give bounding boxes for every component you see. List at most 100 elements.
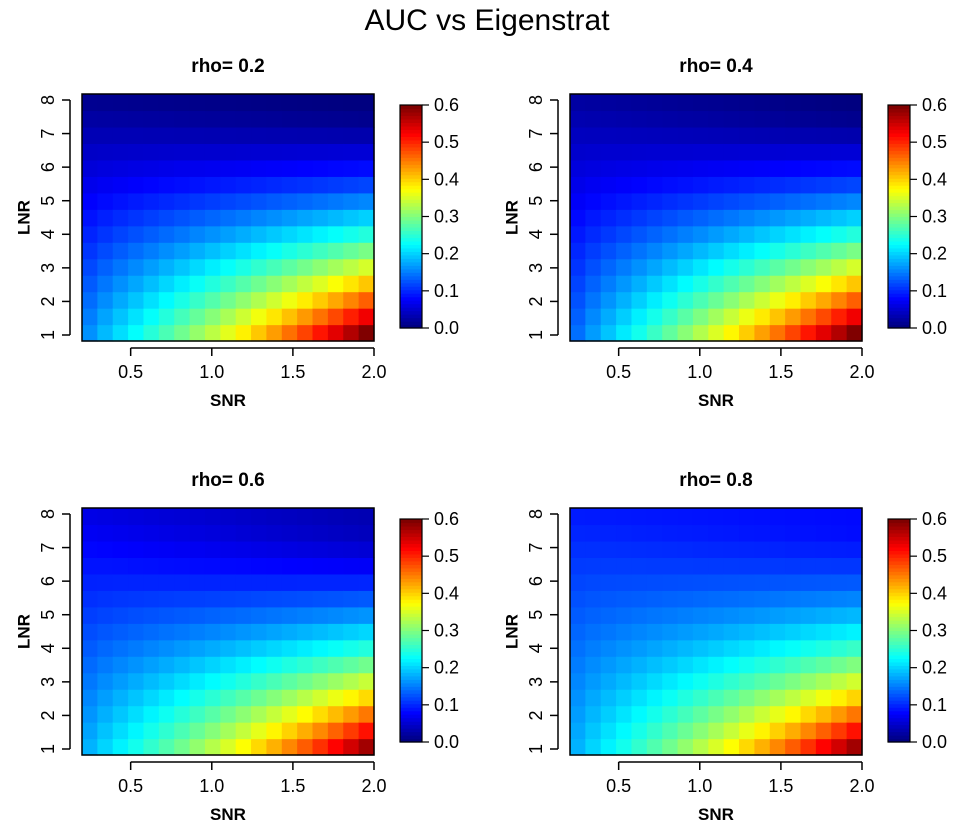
- heatmap-cell: [128, 508, 145, 526]
- colorbar-step: [400, 181, 422, 186]
- heatmap-cell: [204, 508, 221, 526]
- colorbar-step: [888, 192, 910, 197]
- heatmap-cell: [631, 738, 648, 756]
- heatmap-cell: [800, 524, 817, 542]
- heatmap-cell: [143, 705, 160, 723]
- colorbar-step: [400, 174, 422, 179]
- heatmap-cell: [128, 689, 145, 707]
- colorbar-step: [888, 595, 910, 600]
- y-tick-label: 5: [38, 610, 58, 620]
- heatmap-cell: [327, 126, 344, 144]
- y-tick-label: 4: [38, 229, 58, 239]
- heatmap-cell: [846, 258, 863, 276]
- colorbar-step: [888, 613, 910, 618]
- plot-frame: [81, 507, 375, 756]
- heatmap-cell: [739, 176, 756, 194]
- heatmap-cell: [358, 176, 375, 194]
- heatmap-cell: [662, 126, 679, 144]
- heatmap-cell: [128, 143, 145, 161]
- colorbar-step: [400, 293, 422, 298]
- colorbar-step: [400, 202, 422, 207]
- heatmap-cell: [112, 524, 129, 542]
- heatmap-cell: [739, 291, 756, 309]
- heatmap-cell: [739, 639, 756, 657]
- heatmap-cell: [815, 94, 832, 112]
- heatmap-cell: [281, 308, 298, 326]
- heatmap-cell: [358, 738, 375, 756]
- y-tick-label: 5: [526, 196, 546, 206]
- heatmap-cell: [235, 508, 252, 526]
- heatmap-cell: [692, 324, 709, 342]
- heatmap-cell: [769, 606, 786, 624]
- colorbar-step: [400, 226, 422, 232]
- colorbar-step: [400, 567, 422, 572]
- heatmap-cell: [327, 176, 344, 194]
- heatmap-cell: [785, 242, 802, 260]
- colorbar-step: [400, 240, 422, 245]
- heatmap-cell: [754, 209, 771, 227]
- heatmap-cell: [343, 623, 360, 641]
- heatmap-cell: [204, 225, 221, 243]
- heatmap-cell: [785, 590, 802, 608]
- heatmap-cell: [112, 258, 129, 276]
- colorbar-step: [400, 307, 422, 312]
- colorbar-step: [888, 324, 910, 329]
- heatmap-cell: [616, 308, 633, 326]
- heatmap-cell: [189, 308, 206, 326]
- heatmap-cell: [831, 672, 848, 690]
- colorbar-step: [888, 714, 910, 719]
- heatmap-cell: [831, 524, 848, 542]
- colorbar-tick-label: 0.5: [922, 546, 947, 566]
- heatmap-cell: [174, 291, 191, 309]
- heatmap-cell: [143, 722, 160, 740]
- heatmap-cell: [800, 573, 817, 591]
- heatmap-cell: [570, 110, 586, 128]
- heatmap-cell: [128, 242, 145, 260]
- heatmap-cell: [204, 540, 221, 558]
- heatmap-cell: [112, 94, 129, 112]
- heatmap-cell: [128, 672, 145, 690]
- heatmap-cell: [251, 557, 268, 575]
- heatmap-cell: [846, 275, 863, 293]
- heatmap-cell: [677, 110, 694, 128]
- colorbar-step: [888, 115, 910, 120]
- heatmap-cell: [297, 209, 314, 227]
- colorbar-step: [888, 199, 910, 204]
- colorbar-step: [400, 616, 422, 621]
- heatmap-cell: [343, 738, 360, 756]
- heatmap-cell: [677, 606, 694, 624]
- heatmap-cell: [235, 573, 252, 591]
- heatmap-cell: [723, 689, 740, 707]
- heatmap-cell: [708, 639, 725, 657]
- heatmap-cell: [189, 656, 206, 674]
- heatmap-cell: [82, 126, 98, 144]
- heatmap-cell: [585, 176, 602, 194]
- colorbar-step: [888, 233, 910, 238]
- heatmap-cell: [312, 275, 329, 293]
- heatmap-cell: [189, 573, 206, 591]
- heatmap-cell: [128, 126, 145, 144]
- heatmap-cell: [692, 656, 709, 674]
- colorbar-step: [888, 679, 910, 684]
- heatmap-cell: [800, 126, 817, 144]
- heatmap-cell: [692, 606, 709, 624]
- y-tick-label: 6: [526, 162, 546, 172]
- heatmap-cell: [754, 308, 771, 326]
- heatmap-cell: [358, 590, 375, 608]
- colorbar-step: [400, 178, 422, 183]
- heatmap-cell: [97, 573, 114, 591]
- heatmap-cell: [297, 159, 314, 177]
- heatmap-cell: [662, 606, 679, 624]
- heatmap-cell: [235, 126, 252, 144]
- heatmap-cell: [769, 94, 786, 112]
- heatmap-cell: [769, 573, 786, 591]
- heatmap-cell: [754, 623, 771, 641]
- colorbar-step: [888, 588, 910, 593]
- heatmap-cell: [800, 590, 817, 608]
- heatmap-cell: [266, 524, 283, 542]
- colorbar-step: [400, 223, 422, 228]
- heatmap-cell: [327, 689, 344, 707]
- heatmap-cell: [297, 324, 314, 342]
- heatmap-cell: [769, 242, 786, 260]
- heatmap-cell: [846, 94, 863, 112]
